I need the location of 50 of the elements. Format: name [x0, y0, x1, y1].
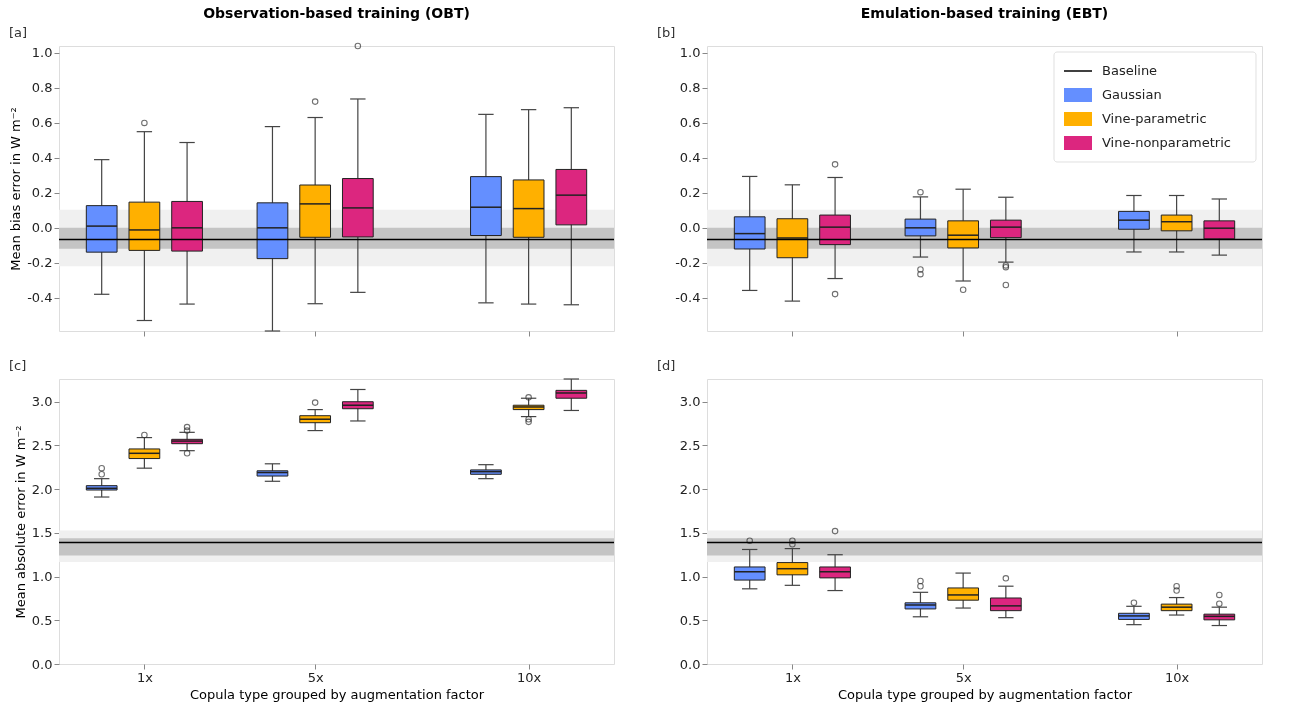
y-tick-label: -0.2	[27, 255, 53, 271]
y-tick-label: 0.8	[679, 80, 701, 96]
y-tick-label: 2.0	[679, 481, 701, 497]
y-tick-label: 0.5	[679, 612, 701, 628]
y-tick-label: 0.0	[31, 220, 53, 236]
y-tick-label: 0.4	[31, 150, 53, 166]
legend-label: Vine-nonparametric	[1102, 135, 1231, 150]
y-tick-label: 2.5	[31, 437, 53, 453]
y-axis-title: Mean bias error in W m⁻²	[8, 107, 24, 271]
x-axis-title: Copula type grouped by augmentation factor	[189, 686, 485, 702]
y-tick-label: 1.5	[679, 525, 701, 541]
y-tick-label: 0.0	[679, 656, 701, 672]
y-tick-label: 3.0	[679, 394, 701, 410]
x-tick-label: 1x	[136, 669, 154, 685]
y-tick-label: -0.2	[675, 255, 701, 271]
x-axis-title: Copula type grouped by augmentation factor	[837, 686, 1133, 702]
legend-label: Vine-parametric	[1102, 111, 1207, 126]
y-tick-label: 0.2	[679, 185, 701, 201]
x-tick-label: 1x	[784, 669, 802, 685]
y-tick-label: -0.4	[675, 290, 701, 306]
y-tick-label: 0.4	[679, 150, 701, 166]
y-tick-label: 0.2	[31, 185, 53, 201]
text: [b]	[657, 25, 676, 40]
x-tick-label: 10x	[516, 669, 542, 685]
y-tick-label: 1.0	[679, 45, 701, 61]
y-tick-label: 1.5	[31, 525, 53, 541]
y-tick-label: 2.0	[31, 481, 53, 497]
text: [c]	[9, 358, 27, 373]
y-tick-label: 0.0	[679, 220, 701, 236]
y-tick-label: 0.8	[31, 80, 53, 96]
y-tick-label: 0.5	[31, 612, 53, 628]
y-tick-label: 0.6	[31, 115, 53, 131]
y-tick-label: 1.0	[31, 569, 53, 585]
y-tick-label: 0.0	[31, 656, 53, 672]
chart-title: Emulation-based training (EBT)	[860, 5, 1109, 21]
y-tick-label: -0.4	[27, 290, 53, 306]
x-tick-label: 10x	[1164, 669, 1190, 685]
y-tick-label: 0.6	[679, 115, 701, 131]
chart-title: Observation-based training (OBT)	[203, 5, 470, 21]
legend-label: Baseline	[1102, 63, 1158, 78]
y-axis-title: Mean absolute error in W m⁻²	[12, 425, 28, 619]
x-tick-label: 5x	[955, 669, 972, 685]
text: [d]	[657, 358, 676, 373]
y-tick-label: 3.0	[31, 394, 53, 410]
text: [a]	[9, 25, 28, 40]
y-tick-label: 1.0	[31, 45, 53, 61]
x-tick-label: 5x	[307, 669, 324, 685]
y-tick-label: 2.5	[679, 437, 701, 453]
y-tick-label: 1.0	[679, 569, 701, 585]
legend-label: Gaussian	[1102, 87, 1162, 102]
